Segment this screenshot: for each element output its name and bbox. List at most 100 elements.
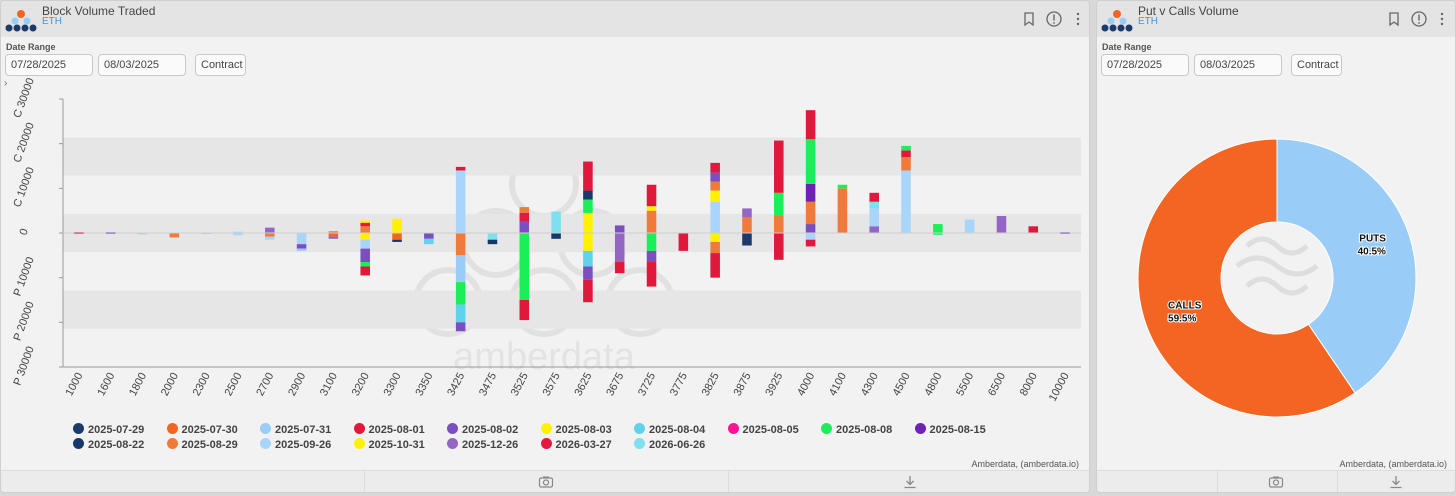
bar-segment-call[interactable]: [805, 183, 816, 202]
donut-slice-puts[interactable]: [1276, 138, 1417, 394]
bar-segment-call[interactable]: [901, 157, 911, 171]
bar-segment-put[interactable]: [678, 233, 689, 251]
bar-segment-put[interactable]: [646, 262, 657, 287]
download-icon[interactable]: [902, 474, 918, 490]
end-date-input[interactable]: 08/03/2025: [98, 54, 186, 76]
bar-segment-call[interactable]: [455, 166, 466, 171]
bar-segment-call[interactable]: [551, 211, 561, 233]
bar-segment-call[interactable]: [360, 222, 370, 227]
bar-segment-put[interactable]: [360, 262, 370, 267]
bar-segment-put[interactable]: [742, 233, 752, 246]
bar-segment-put[interactable]: [583, 279, 593, 303]
bar-segment-call[interactable]: [901, 150, 911, 158]
bar-segment-put[interactable]: [137, 233, 148, 235]
donut-slice-calls[interactable]: [1137, 138, 1356, 418]
bar-segment-put[interactable]: [296, 244, 307, 249]
bar-segment-put[interactable]: [551, 233, 561, 239]
bar-segment-call[interactable]: [360, 226, 370, 233]
bar-segment-put[interactable]: [583, 266, 593, 280]
bar-segment-put[interactable]: [328, 236, 339, 239]
bar-segment-call[interactable]: [837, 184, 848, 189]
bar-segment-put[interactable]: [583, 250, 593, 267]
bar-segment-put[interactable]: [392, 233, 402, 240]
bar-segment-call[interactable]: [392, 218, 402, 233]
legend-item[interactable]: 2025-08-08: [821, 423, 892, 436]
bar-segment-put[interactable]: [519, 300, 530, 321]
legend-item[interactable]: 2025-08-03: [540, 423, 612, 436]
bar-segment-call[interactable]: [265, 227, 275, 233]
bar-segment-put[interactable]: [710, 253, 720, 278]
bookmark-icon[interactable]: [1020, 10, 1038, 28]
legend-item[interactable]: 2025-07-29: [73, 423, 144, 436]
contract-button[interactable]: Contract: [1291, 54, 1342, 76]
bar-segment-call[interactable]: [233, 231, 243, 233]
end-date-input[interactable]: 08/03/2025: [1194, 54, 1282, 76]
bar-segment-call[interactable]: [710, 201, 720, 233]
legend-item[interactable]: 2025-08-02: [447, 423, 518, 436]
bar-segment-call[interactable]: [805, 139, 816, 184]
bar-segment-call[interactable]: [710, 162, 720, 173]
bar-segment-call[interactable]: [646, 210, 657, 233]
bar-segment-put[interactable]: [710, 233, 720, 242]
bar-segment-put[interactable]: [646, 233, 657, 251]
legend-item[interactable]: 2025-08-29: [166, 438, 238, 451]
bar-segment-put[interactable]: [360, 266, 370, 276]
bar-segment-put[interactable]: [296, 233, 307, 245]
bar-segment-call[interactable]: [328, 231, 339, 233]
bar-segment-call[interactable]: [996, 216, 1007, 233]
download-icon[interactable]: [1388, 474, 1404, 490]
legend-item[interactable]: 2025-12-26: [447, 438, 518, 451]
bar-segment-put[interactable]: [933, 233, 943, 235]
bar-segment-call[interactable]: [455, 170, 466, 233]
info-icon[interactable]: [1410, 10, 1428, 28]
bar-segment-put[interactable]: [614, 233, 625, 263]
legend-item[interactable]: 2025-08-15: [914, 423, 986, 436]
legend-item[interactable]: 2025-08-05: [727, 423, 799, 436]
more-vertical-icon[interactable]: [1069, 10, 1087, 28]
legend-item[interactable]: 2025-07-30: [166, 423, 238, 436]
bar-segment-call[interactable]: [583, 212, 593, 233]
bar-segment-put[interactable]: [614, 262, 625, 274]
bar-segment-call[interactable]: [646, 184, 657, 207]
bar-segment-call[interactable]: [583, 161, 593, 191]
bar-segment-put[interactable]: [583, 233, 593, 251]
bar-segment-put[interactable]: [296, 248, 307, 251]
bar-segment-call[interactable]: [964, 219, 975, 233]
bar-segment-put[interactable]: [360, 239, 370, 249]
bar-segment-put[interactable]: [774, 233, 784, 260]
bar-segment-put[interactable]: [455, 282, 466, 305]
camera-icon[interactable]: [1268, 474, 1284, 490]
bar-segment-put[interactable]: [455, 233, 466, 256]
bar-segment-call[interactable]: [710, 190, 720, 202]
bar-segment-call[interactable]: [774, 140, 784, 193]
legend-item[interactable]: 2025-08-04: [634, 423, 705, 436]
bar-segment-call[interactable]: [774, 215, 784, 233]
bar-segment-call[interactable]: [583, 199, 593, 213]
bar-segment-put[interactable]: [360, 248, 370, 263]
bar-segment-call[interactable]: [614, 225, 625, 233]
bar-segment-call[interactable]: [837, 188, 848, 233]
bar-segment-call[interactable]: [583, 190, 593, 200]
bar-segment-put[interactable]: [805, 233, 816, 240]
bar-segment-call[interactable]: [360, 220, 370, 223]
bar-segment-call[interactable]: [901, 145, 911, 151]
legend-item[interactable]: 2025-08-01: [353, 423, 425, 436]
bar-segment-put[interactable]: [710, 241, 720, 254]
bar-segment-call[interactable]: [805, 201, 816, 225]
bar-segment-put[interactable]: [455, 304, 466, 323]
bookmark-icon[interactable]: [1385, 10, 1403, 28]
bar-segment-call[interactable]: [805, 110, 816, 140]
bar-segment-put[interactable]: [265, 236, 275, 240]
bar-segment-call[interactable]: [742, 217, 752, 233]
contract-button[interactable]: Contract: [195, 54, 246, 76]
more-vertical-icon[interactable]: [1433, 10, 1451, 28]
bar-segment-call[interactable]: [519, 212, 530, 222]
bar-segment-put[interactable]: [646, 250, 657, 263]
bar-segment-call[interactable]: [710, 172, 720, 182]
legend-item[interactable]: 2025-07-31: [260, 423, 331, 436]
bar-segment-call[interactable]: [869, 201, 879, 209]
bar-segment-put[interactable]: [265, 233, 275, 237]
bar-segment-put[interactable]: [169, 233, 180, 238]
bar-segment-put[interactable]: [424, 233, 434, 239]
start-date-input[interactable]: 07/28/2025: [5, 54, 93, 76]
